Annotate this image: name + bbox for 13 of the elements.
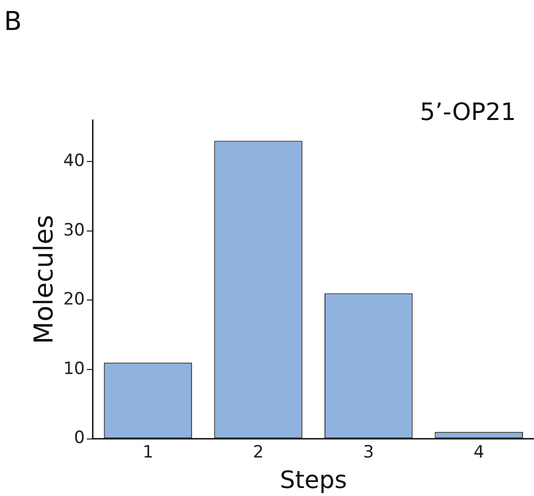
y-tick-label: 40 xyxy=(63,151,85,172)
text: B xyxy=(4,6,22,37)
y-tick-label: 30 xyxy=(63,220,85,240)
x-tick-label: 1 xyxy=(142,442,154,462)
x-tick-label: 3 xyxy=(363,442,374,462)
y-tick-label: 10 xyxy=(63,358,85,379)
y-tick-label: 20 xyxy=(63,290,85,310)
chart-title: 5’-OP21 xyxy=(420,98,516,126)
x-tick-label: 2 xyxy=(252,442,264,462)
y-axis-title: Molecules xyxy=(29,214,60,344)
y-tick-label: 0 xyxy=(74,428,85,448)
x-tick-label: 4 xyxy=(473,442,484,462)
x-axis-title: Steps xyxy=(280,466,347,494)
